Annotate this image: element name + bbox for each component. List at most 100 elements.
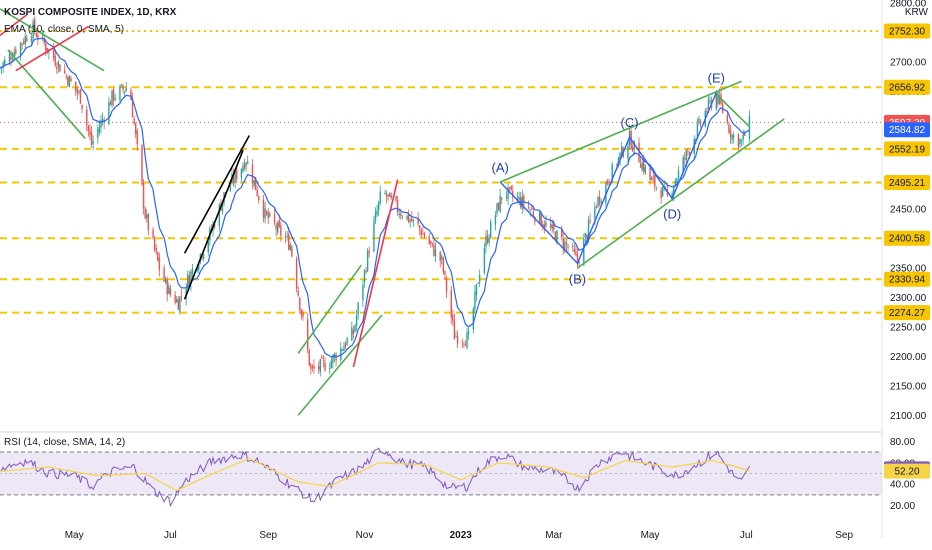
candle-body bbox=[627, 146, 629, 159]
price-tick-label: 2150.00 bbox=[890, 381, 927, 392]
candle-body bbox=[505, 196, 508, 198]
candle-body bbox=[560, 229, 563, 237]
candle-body bbox=[251, 164, 254, 184]
candle-body bbox=[455, 336, 457, 338]
candle-body bbox=[322, 359, 325, 361]
trendline bbox=[499, 80, 742, 183]
candle-body bbox=[357, 302, 359, 315]
candle-body bbox=[59, 64, 61, 72]
candle-body bbox=[26, 37, 28, 42]
candle-body bbox=[576, 253, 579, 263]
candle-body bbox=[142, 183, 145, 208]
candle-body bbox=[589, 219, 591, 221]
candle-body bbox=[155, 248, 157, 252]
candle-body bbox=[300, 309, 303, 316]
time-tick-label: May bbox=[641, 530, 660, 541]
candle-body bbox=[351, 327, 353, 341]
candle-body bbox=[46, 47, 49, 52]
candle-body bbox=[262, 199, 265, 218]
rsi-tick-label: 20.00 bbox=[890, 501, 915, 512]
candle-body bbox=[187, 274, 189, 288]
wave-label: (C) bbox=[621, 115, 639, 130]
currency-label: KRW bbox=[904, 7, 928, 18]
candle-body bbox=[445, 277, 448, 292]
trendline bbox=[297, 264, 362, 354]
candle-body bbox=[81, 104, 83, 109]
candle-body bbox=[538, 211, 541, 223]
candle-body bbox=[442, 258, 445, 272]
candle-body bbox=[354, 325, 356, 332]
candle-body bbox=[731, 134, 733, 140]
candle-body bbox=[488, 237, 490, 243]
candle-body bbox=[109, 101, 112, 106]
candle-body bbox=[608, 181, 610, 184]
candle-body bbox=[344, 343, 347, 347]
candle-body bbox=[717, 91, 719, 104]
candle-body bbox=[273, 214, 276, 224]
candle-body bbox=[377, 201, 380, 211]
price-tick-label: 2250.00 bbox=[890, 322, 927, 333]
candle-body bbox=[486, 235, 489, 244]
candle-body bbox=[434, 249, 437, 256]
candle-body bbox=[275, 224, 277, 230]
candle-body bbox=[619, 152, 621, 160]
candle-body bbox=[696, 123, 699, 138]
candle-body bbox=[243, 163, 246, 170]
candle-body bbox=[376, 210, 378, 215]
candle-body bbox=[726, 115, 729, 123]
candle-body bbox=[311, 366, 314, 368]
price-label-box bbox=[884, 23, 930, 39]
candle-body bbox=[373, 220, 375, 252]
candle-body bbox=[450, 289, 452, 318]
candle-body bbox=[542, 224, 544, 227]
candle-body bbox=[540, 213, 542, 227]
candle-body bbox=[529, 209, 531, 211]
candle-body bbox=[620, 145, 623, 155]
candle-body bbox=[136, 131, 138, 145]
candle-body bbox=[166, 279, 168, 295]
candle-body bbox=[698, 118, 700, 123]
candle-body bbox=[122, 86, 124, 90]
chart-title: KOSPI COMPOSITE INDEX, 1D, KRX bbox=[4, 7, 177, 18]
candle-body bbox=[8, 53, 11, 62]
candle-body bbox=[531, 208, 533, 210]
rsi-tick-label: 40.00 bbox=[890, 480, 915, 491]
candle-body bbox=[389, 193, 391, 197]
candle-body bbox=[130, 89, 132, 100]
candle-body bbox=[494, 215, 497, 225]
candle-body bbox=[737, 133, 740, 147]
candle-body bbox=[639, 163, 642, 168]
candle-body bbox=[422, 233, 424, 235]
candle-body bbox=[545, 222, 547, 227]
price-label-box bbox=[884, 122, 930, 138]
time-tick-label: Sep bbox=[259, 530, 277, 541]
price-label-box bbox=[884, 141, 930, 157]
candle-body bbox=[564, 241, 566, 252]
candle-body bbox=[385, 193, 388, 197]
candle-body bbox=[687, 150, 689, 152]
candle-body bbox=[79, 89, 82, 104]
time-tick-label: Mar bbox=[545, 530, 563, 541]
candle-body bbox=[527, 206, 530, 208]
candle-body bbox=[196, 268, 198, 271]
price-axis: 2100.00 2150.00 2200.00 2250.00 2300.00 2350.… bbox=[65, 0, 930, 541]
candle-body bbox=[278, 219, 280, 227]
wave-label: (B) bbox=[569, 271, 586, 286]
candle-body bbox=[423, 233, 426, 238]
candle-body bbox=[308, 349, 310, 366]
price-label-box bbox=[884, 271, 930, 287]
candle-body bbox=[13, 52, 15, 59]
ema-line bbox=[0, 37, 750, 358]
candle-body bbox=[52, 47, 55, 59]
rsi-line bbox=[0, 447, 750, 508]
candle-body bbox=[286, 235, 288, 237]
price-label-box bbox=[884, 305, 930, 321]
candle-body bbox=[464, 345, 467, 347]
candle-body bbox=[19, 42, 22, 55]
candle-body bbox=[180, 295, 183, 297]
candle-body bbox=[111, 90, 113, 106]
candle-body bbox=[335, 354, 337, 361]
price-tick-label: 2200.00 bbox=[890, 352, 927, 363]
candle-body bbox=[321, 356, 323, 359]
